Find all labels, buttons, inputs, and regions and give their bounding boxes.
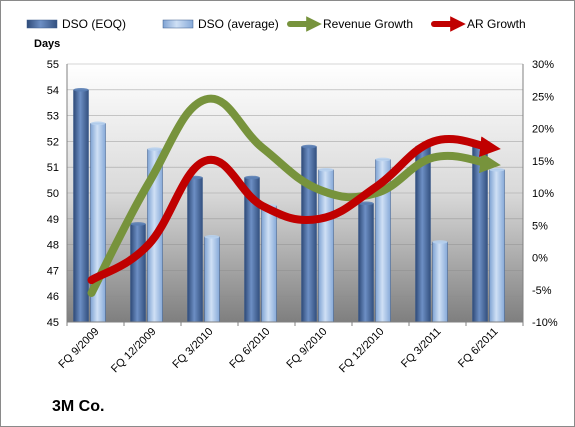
- legend-label: Revenue Growth: [323, 17, 413, 31]
- y-tick-label: 47: [47, 265, 59, 277]
- x-tick-label: FQ 9/2009: [56, 326, 101, 371]
- y2-tick-label: 25%: [532, 91, 554, 103]
- x-tick-label: FQ 6/2011: [456, 326, 501, 371]
- bar-cap: [130, 222, 146, 226]
- growth-lines: [87, 94, 501, 297]
- bar: [301, 146, 317, 323]
- x-tick-label: FQ 9/2010: [284, 326, 329, 371]
- legend-label: DSO (EOQ): [62, 17, 126, 31]
- y2-tick-label: 30%: [532, 59, 554, 71]
- y2-tick-label: 10%: [532, 188, 554, 200]
- y-tick-label: 48: [47, 240, 59, 252]
- x-tick-label: FQ 12/2010: [337, 326, 387, 376]
- bar-cap: [301, 144, 317, 149]
- bar-cap: [244, 175, 260, 180]
- y-tick-label: 49: [47, 214, 59, 226]
- y-tick-label: 55: [47, 59, 59, 71]
- revenue-growth-line: [87, 94, 501, 297]
- y-tick-label: 53: [47, 111, 59, 123]
- x-tick-label: FQ 3/2011: [399, 326, 444, 371]
- legend: DSO (EOQ) DSO (average) Revenue Growth AR G…: [26, 16, 526, 32]
- bar: [261, 205, 277, 323]
- bar-cap: [73, 88, 89, 92]
- bar: [432, 241, 448, 323]
- y-axis-label: Days: [34, 38, 61, 50]
- bar-cap: [147, 147, 163, 151]
- bar: [73, 89, 89, 323]
- y2-tick-label: 20%: [532, 124, 554, 136]
- y2-tick-label: 0%: [532, 253, 548, 265]
- bar: [489, 169, 505, 323]
- legend-swatch: [26, 19, 58, 29]
- legend-swatch: [162, 19, 194, 29]
- bar-cap: [358, 201, 374, 206]
- x-tick-label: FQ 3/2010: [170, 326, 215, 371]
- y-tick-label: 50: [47, 188, 59, 200]
- bar-cap: [375, 157, 391, 162]
- y-tick-label: 46: [47, 291, 59, 303]
- bar-cap: [90, 121, 106, 126]
- company-label: 3M Co.: [52, 398, 105, 415]
- y-tick-label: 54: [47, 85, 59, 97]
- bar: [130, 223, 146, 323]
- bar-cap: [204, 235, 220, 239]
- y-tick-label: 45: [47, 317, 59, 329]
- x-tick-label: FQ 6/2010: [227, 326, 272, 371]
- y-tick-label: 52: [47, 136, 59, 148]
- legend-label: AR Growth: [467, 17, 526, 31]
- x-tick-label: FQ 12/2009: [109, 326, 159, 376]
- bar-cap: [432, 240, 448, 244]
- bar: [472, 143, 488, 323]
- y2-tick-label: 5%: [532, 220, 548, 232]
- bar-cap: [489, 167, 505, 172]
- bar: [415, 146, 431, 323]
- bar: [187, 177, 203, 323]
- legend-label: DSO (average): [198, 17, 279, 31]
- bar-cap: [318, 167, 334, 172]
- y2-tick-label: -10%: [532, 317, 558, 329]
- y-tick-label: 51: [47, 162, 59, 174]
- y2-tick-label: -5%: [532, 285, 552, 297]
- ar-growth-line: [87, 134, 501, 285]
- y2-tick-label: 15%: [532, 156, 554, 168]
- bar: [358, 203, 374, 323]
- bar: [204, 236, 220, 323]
